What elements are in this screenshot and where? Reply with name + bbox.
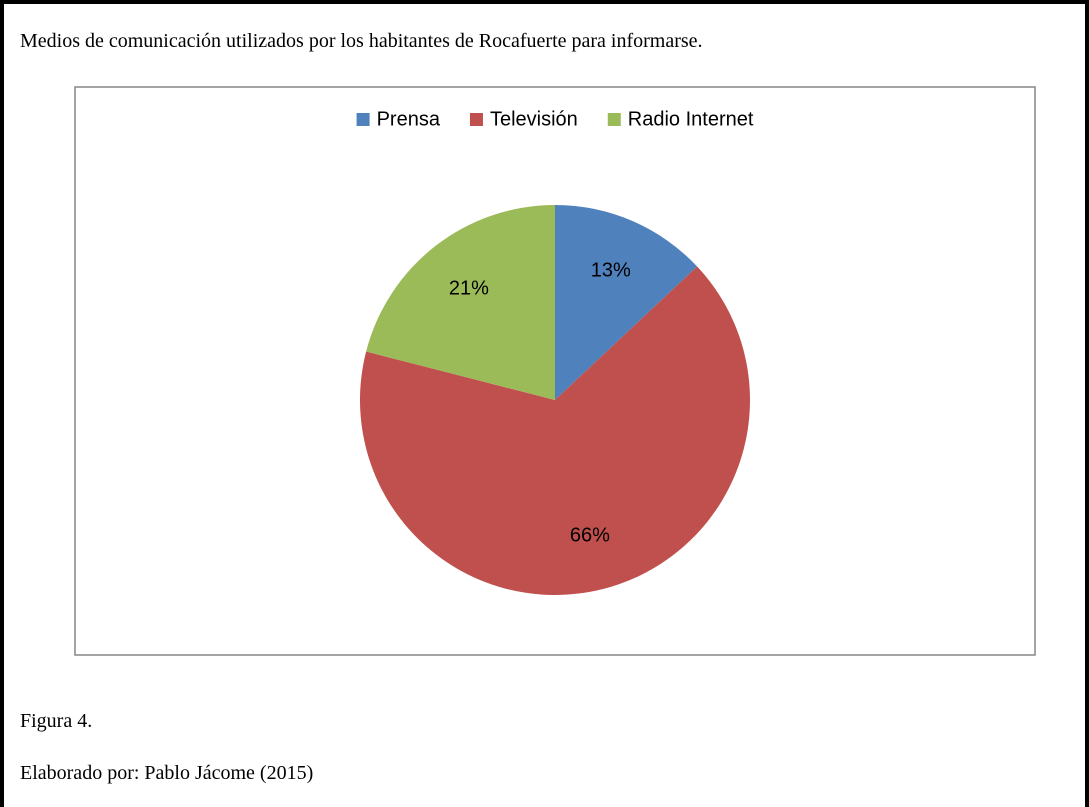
data-label: 21% (449, 277, 489, 299)
pie-slice (366, 205, 555, 400)
data-label: 66% (570, 524, 610, 546)
data-label: 13% (591, 259, 631, 281)
chart-title: Medios de comunicación utilizados por lo… (20, 30, 703, 52)
figure-label: Figura 4. (20, 710, 93, 732)
legend-swatch (607, 113, 621, 126)
legend-swatch (469, 113, 483, 126)
pie-slice (360, 266, 750, 595)
legend-label: Televisión (490, 108, 578, 130)
legend-swatch (356, 113, 370, 126)
legend-label: Prensa (377, 108, 441, 130)
source: Elaborado por: Pablo Jácome (2015) (20, 762, 314, 784)
legend-label: Radio Internet (628, 108, 754, 130)
pie-slice (555, 205, 698, 400)
